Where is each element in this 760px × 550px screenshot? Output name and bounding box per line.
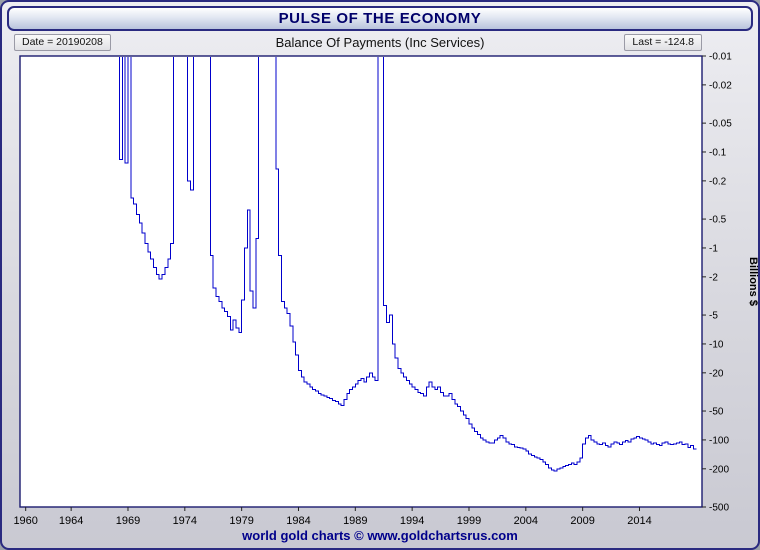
chart-title: Balance Of Payments (Inc Services) (275, 35, 485, 50)
data-series-line (119, 57, 697, 472)
x-tick-label: 1989 (343, 515, 367, 527)
y-axis-title: Billions $ (747, 257, 759, 306)
last-value-badge: Last = -124.8 (624, 34, 702, 51)
y-tick-label: -20 (709, 368, 724, 379)
y-tick-label: -0.02 (709, 80, 732, 91)
title-bar: PULSE OF THE ECONOMY (7, 6, 753, 31)
y-tick-label: -0.05 (709, 119, 732, 130)
y-tick-label: -2 (709, 272, 718, 283)
y-tick-label: -0.2 (709, 176, 727, 187)
x-tick-label: 1964 (59, 515, 83, 527)
x-tick-label: 1974 (173, 515, 197, 527)
chart-canvas: -0.01 -0.02 -0.05 -0.1 -0.2 -0.5 -1 -2 -5 -10 -20 -… (13, 52, 759, 528)
x-tick-label: 1969 (116, 515, 140, 527)
y-tick-label: -200 (709, 464, 729, 475)
y-tick-label: -10 (709, 339, 724, 350)
y-tick-label: -100 (709, 435, 729, 446)
y-tick-label: -5 (709, 311, 718, 322)
sub-bar: Date = 20190208 Balance Of Payments (Inc… (2, 33, 758, 53)
y-tick-label: -500 (709, 503, 729, 514)
x-tick-label: 2004 (514, 515, 538, 527)
x-tick-label: 1984 (286, 515, 310, 527)
y-tick-label: -1 (709, 243, 718, 254)
x-tick-label: 2009 (570, 515, 594, 527)
y-tick-label: -0.1 (709, 147, 727, 158)
y-tick-label: -0.01 (709, 52, 732, 63)
x-tick-label: 2014 (627, 515, 651, 527)
plot-border (19, 55, 703, 508)
y-tick-label: -50 (709, 407, 724, 418)
footer-credit: world gold charts © www.goldchartsrus.co… (242, 528, 518, 543)
page-title: PULSE OF THE ECONOMY (278, 10, 482, 27)
x-tick-label: 1999 (457, 515, 481, 527)
plot-area (20, 56, 702, 507)
x-tick-label: 1994 (400, 515, 424, 527)
y-tick-label: -0.5 (709, 215, 727, 226)
x-tick-label: 1979 (229, 515, 253, 527)
x-tick-label: 1960 (13, 515, 37, 527)
date-badge: Date = 20190208 (14, 34, 111, 51)
